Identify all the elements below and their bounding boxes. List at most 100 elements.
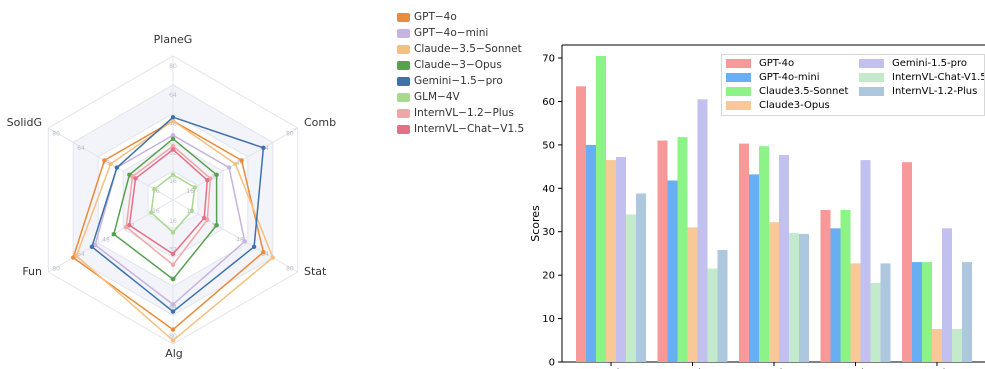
radar-series-point xyxy=(170,172,176,177)
radar-series-point xyxy=(170,115,176,120)
radar-series-point xyxy=(152,187,157,192)
radar-tick-label: 48 xyxy=(102,237,110,244)
radar-tick-label: 32 xyxy=(169,247,177,254)
radar-legend-item: InternVL−1.2−Plus xyxy=(397,105,524,121)
radar-legend-item: GPT−4o xyxy=(397,9,524,25)
bar xyxy=(860,160,871,362)
radar-series-point xyxy=(251,244,257,249)
bar xyxy=(952,329,962,362)
bar xyxy=(759,146,769,362)
radar-axis-label: Fun xyxy=(22,265,42,278)
legend-label: GPT−4o−mini xyxy=(414,27,489,39)
legend-swatch xyxy=(859,59,884,68)
radar-series-point xyxy=(233,161,238,167)
bar xyxy=(667,180,678,362)
radar-tick-label: 80 xyxy=(169,63,177,70)
radar-series-point xyxy=(149,210,154,215)
bar xyxy=(586,144,596,362)
radar-series-point xyxy=(242,239,247,244)
bar xyxy=(636,193,646,362)
legend-swatch xyxy=(397,12,410,22)
legend-swatch xyxy=(397,92,410,102)
legend-swatch xyxy=(726,87,751,96)
bar xyxy=(870,283,881,362)
radar-tick-label: 16 xyxy=(152,208,160,215)
legend-label: GPT−4o xyxy=(414,11,457,23)
radar-series-point xyxy=(261,250,266,255)
radar-series-point xyxy=(74,253,79,258)
radar-series-point xyxy=(214,172,219,177)
radar-tick-label: 16 xyxy=(169,178,177,185)
legend-label: Gemini-1.5-pro xyxy=(892,58,968,69)
bar-legend-item: Claude3-Opus xyxy=(726,100,830,111)
radar-series-point xyxy=(170,133,176,138)
radar-series-point xyxy=(170,327,176,332)
radar-tick-label: 32 xyxy=(169,149,177,156)
radar-series-point xyxy=(170,143,176,149)
radar-series-point xyxy=(170,147,176,152)
legend-label: Claude−3.5−Sonnet xyxy=(414,43,522,55)
radar-series-point xyxy=(192,185,197,190)
bar xyxy=(880,263,891,362)
legend-swatch xyxy=(726,59,751,68)
legend-label: InternVL−1.2−Plus xyxy=(414,107,514,119)
y-tick-label: 70 xyxy=(542,54,555,65)
bar xyxy=(850,263,861,362)
bar xyxy=(820,210,831,362)
radar-series-point xyxy=(170,277,176,282)
legend-label: Claude3-Opus xyxy=(759,100,830,111)
legend-label: InternVL-1.2-Plus xyxy=(892,86,978,97)
radar-series-point xyxy=(170,309,176,314)
radar-tick-label: 64 xyxy=(77,251,85,258)
bar xyxy=(932,329,942,362)
y-tick-label: 60 xyxy=(542,97,555,108)
bar xyxy=(707,268,718,362)
radar-series-point xyxy=(226,165,232,170)
bar-legend-item: GPT-4o xyxy=(726,58,794,69)
legend-swatch xyxy=(859,73,884,82)
radar-tick-label: 80 xyxy=(52,131,60,138)
y-tick-label: 0 xyxy=(549,358,555,369)
bar-legend-item: InternVL-Chat-V1.5 xyxy=(859,72,984,83)
radar-tick-label: 48 xyxy=(236,159,244,166)
legend-label: GPT-4o xyxy=(759,58,795,69)
legend-swatch xyxy=(726,73,751,82)
radar-series-point xyxy=(202,215,207,221)
radar-series-point xyxy=(92,242,98,248)
radar-series-point xyxy=(170,302,176,307)
radar-series-point xyxy=(261,145,266,150)
radar-series-point xyxy=(270,255,275,260)
bar xyxy=(769,222,779,362)
bar xyxy=(922,262,932,362)
radar-legend-item: GPT−4o−mini xyxy=(397,25,524,41)
bar xyxy=(717,250,728,362)
radar-series-point xyxy=(170,136,176,141)
bar xyxy=(749,174,759,362)
bar xyxy=(739,143,749,362)
legend-swatch xyxy=(726,101,751,110)
bar xyxy=(677,137,688,362)
radar-tick-label: 16 xyxy=(186,188,194,195)
legend-swatch xyxy=(397,60,410,70)
radar-series-point xyxy=(133,176,138,181)
bar-legend-item: InternVL-1.2-Plus xyxy=(859,86,977,97)
bar xyxy=(840,210,851,362)
radar-series-point xyxy=(214,223,219,228)
radar-axis-label: Alg xyxy=(165,347,183,360)
radar-legend: GPT−4o GPT−4o−mini Claude−3.5−Sonnet Claude… xyxy=(397,9,524,137)
radar-legend-item: GLM−4V xyxy=(397,89,524,105)
radar-series-point xyxy=(170,338,176,343)
radar-legend-item: Claude−3−Opus xyxy=(397,57,524,73)
radar-series-point xyxy=(170,262,176,267)
bar-legend-item: Gemini-1.5-pro xyxy=(859,58,967,69)
radar-tick-label: 16 xyxy=(169,218,177,225)
bar-legend-item: GPT-4o-mini xyxy=(726,72,820,83)
bar xyxy=(626,214,636,362)
radar-tick-label: 80 xyxy=(169,333,177,340)
radar-series-point xyxy=(205,178,210,183)
radar-series-point xyxy=(170,230,176,235)
bar xyxy=(606,160,616,362)
legend-label: Claude−3−Opus xyxy=(414,59,502,71)
radar-axis-label: PlaneG xyxy=(154,33,193,46)
